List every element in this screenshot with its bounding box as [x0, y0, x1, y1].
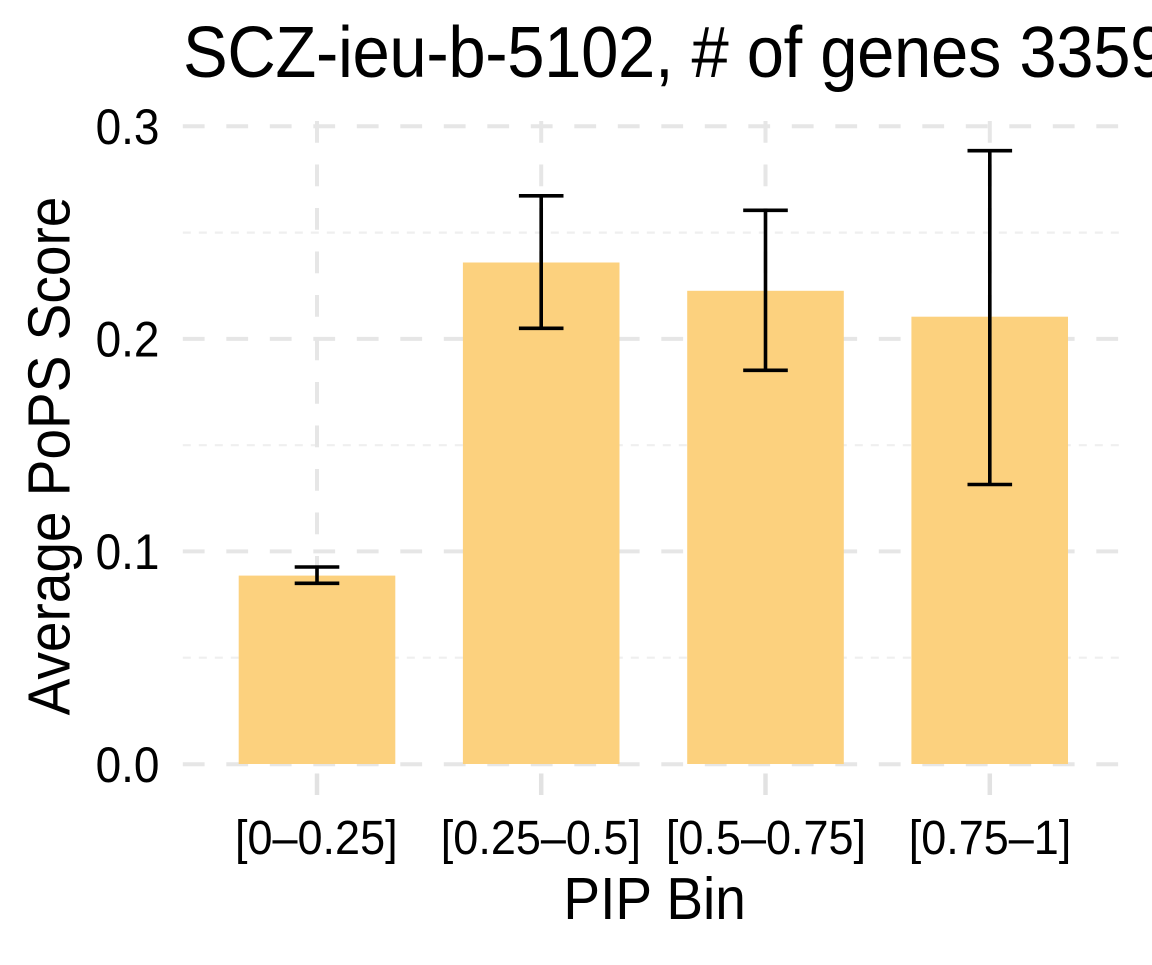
- svg-text:[0–0.25]: [0–0.25]: [235, 810, 398, 864]
- svg-text:[0.75–1]: [0.75–1]: [909, 810, 1072, 864]
- svg-text:Average PoPS Score: Average PoPS Score: [16, 197, 82, 716]
- svg-text:0.3: 0.3: [96, 101, 160, 156]
- svg-text:0.1: 0.1: [96, 526, 160, 581]
- svg-text:PIP Bin: PIP Bin: [563, 866, 745, 932]
- svg-text:SCZ-ieu-b-5102, # of genes 335: SCZ-ieu-b-5102, # of genes 3359: [183, 12, 1152, 93]
- svg-text:[0.25–0.5]: [0.25–0.5]: [441, 810, 641, 864]
- svg-text:0.2: 0.2: [96, 313, 160, 368]
- svg-text:[0.5–0.75]: [0.5–0.75]: [666, 810, 866, 864]
- svg-text:0.0: 0.0: [96, 739, 160, 794]
